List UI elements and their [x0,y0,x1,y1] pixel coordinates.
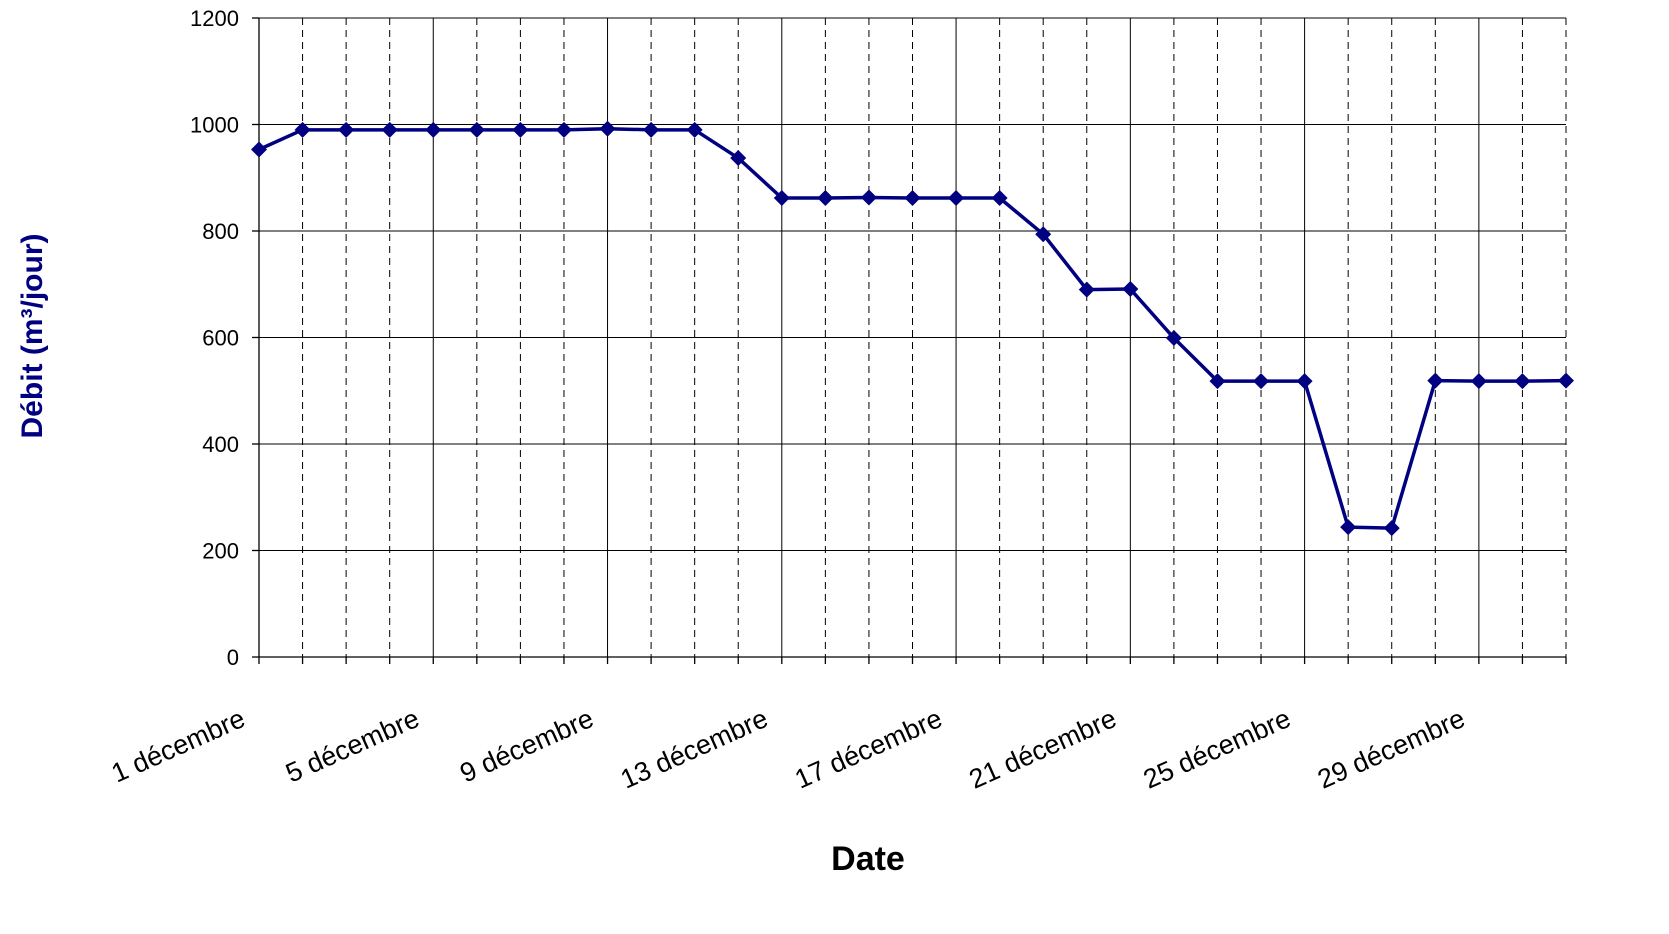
y-tick-label: 200 [202,539,239,564]
axes [252,17,1567,664]
x-tick-label: 9 décembre [456,703,598,788]
x-tick-label: 1 décembre [107,703,249,788]
data-point [1558,372,1574,389]
x-tick-label: 13 décembre [616,703,772,795]
data-point [773,189,790,206]
data-point [686,121,703,138]
data-point [294,121,311,138]
data-point [555,121,572,138]
y-tick-label: 600 [202,326,239,351]
data-point [425,121,442,138]
grid-lines [259,17,1567,657]
y-axis-title: Débit (m³/jour) [16,234,49,439]
data-point [1427,372,1444,389]
data-point [904,189,921,206]
data-point [643,121,660,138]
data-point [1253,373,1270,390]
data-point [1296,373,1313,390]
x-tick-label: 29 décembre [1313,703,1469,795]
y-tick-label: 800 [202,219,239,244]
x-tick-label: 21 décembre [965,703,1121,795]
data-point [1340,519,1357,536]
x-axis-title: Date [831,840,905,878]
x-tick-labels: 1 décembre 5 décembre 9 décembre 13 décembr… [107,703,1469,795]
data-point [1470,373,1487,390]
data-point [1209,373,1226,390]
y-tick-label: 1000 [190,113,239,138]
x-tick-label: 5 décembre [281,703,423,788]
data-point [730,150,747,167]
x-tick-label: 25 décembre [1139,703,1295,795]
data-point [860,189,877,206]
data-point [991,189,1008,206]
data-point [251,141,267,158]
data-point [1122,281,1139,298]
data-point [1383,520,1400,537]
data-point [1514,373,1531,390]
y-tick-labels: 0 200 400 600 800 1000 1200 [190,6,239,670]
data-point [948,189,965,206]
data-point [599,120,616,137]
data-point [381,121,398,138]
data-point [512,121,529,138]
data-point [338,121,355,138]
data-point [1035,226,1052,243]
data-point [817,189,834,206]
y-tick-label: 400 [202,432,239,457]
data-point [1165,330,1182,347]
data-point [1078,281,1095,298]
data-point [468,121,485,138]
x-tick-label: 17 décembre [790,703,946,795]
series-group [251,120,1574,537]
y-tick-label: 0 [227,645,239,670]
y-tick-label: 1200 [190,6,239,31]
